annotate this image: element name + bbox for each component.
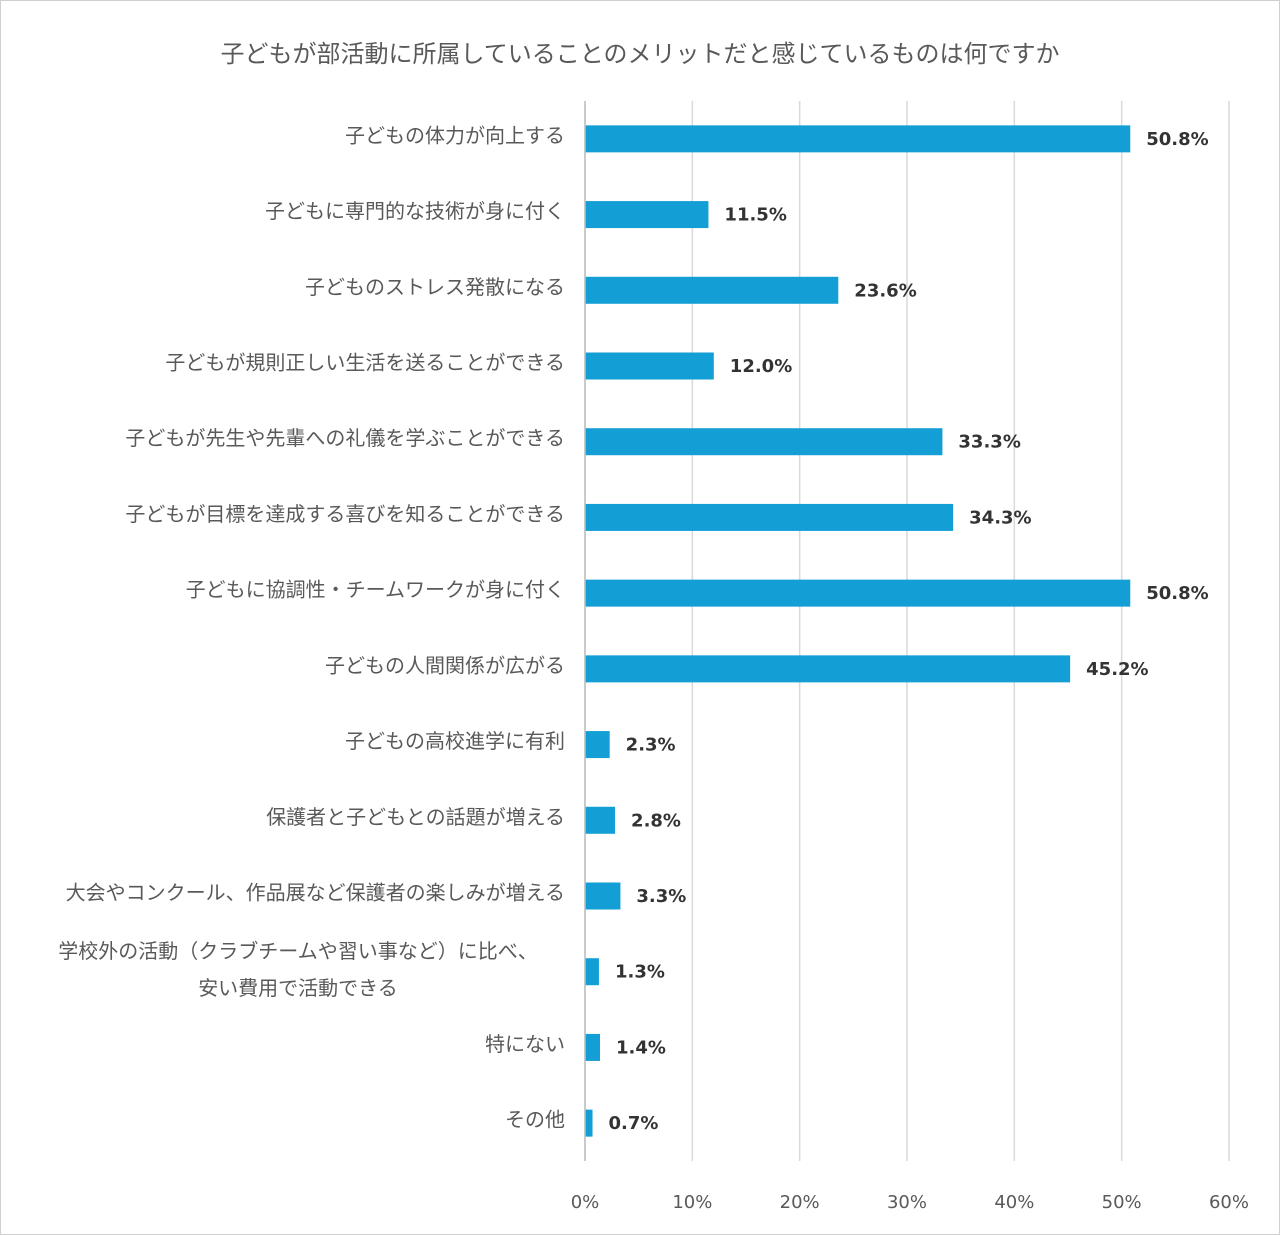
- value-label: 45.2%: [1086, 659, 1148, 680]
- value-label: 12.0%: [730, 356, 792, 377]
- y-tick-label: 子どもの高校進学に有利: [345, 729, 565, 753]
- x-tick-label: 0%: [571, 1192, 600, 1213]
- value-label: 33.3%: [958, 432, 1020, 453]
- x-tick-label: 60%: [1209, 1192, 1249, 1213]
- value-label: 50.8%: [1146, 583, 1208, 604]
- value-label: 50.8%: [1146, 129, 1208, 150]
- bar: [585, 352, 714, 380]
- x-tick-label: 20%: [780, 1192, 820, 1213]
- bar: [585, 806, 616, 834]
- bar: [585, 882, 621, 910]
- y-tick-label: 特にない: [485, 1032, 565, 1056]
- bar: [585, 1109, 593, 1137]
- bar: [585, 655, 1071, 683]
- y-tick-label: 子どもに専門的な技術が身に付く: [265, 199, 565, 223]
- y-tick-label: 子どもの体力が向上する: [345, 123, 565, 147]
- y-tick-label: その他: [505, 1108, 565, 1132]
- value-label: 11.5%: [724, 205, 786, 226]
- y-tick-label: 子どもの人間関係が広がる: [325, 653, 565, 677]
- bar: [585, 201, 709, 229]
- y-tick-label: 安い費用で活動できる: [198, 976, 398, 1000]
- bar: [585, 958, 599, 986]
- y-tick-label: 子どものストレス発散になる: [305, 275, 565, 299]
- y-tick-label: 子どもが目標を達成する喜びを知ることができる: [125, 502, 565, 526]
- x-tick-label: 10%: [672, 1192, 712, 1213]
- bar: [585, 125, 1131, 153]
- bar: [585, 428, 943, 456]
- value-label: 1.3%: [615, 962, 665, 983]
- bar: [585, 503, 954, 531]
- y-tick-label: 保護者と子どもとの話題が増える: [266, 805, 565, 829]
- y-tick-label: 子どもが先生や先輩への礼儀を学ぶことができる: [125, 426, 565, 450]
- value-label: 23.6%: [854, 280, 916, 301]
- y-tick-label: 大会やコンクール、作品展など保護者の楽しみが増える: [66, 881, 565, 905]
- bar: [585, 276, 839, 304]
- x-tick-label: 40%: [994, 1192, 1034, 1213]
- x-tick-label: 50%: [1102, 1192, 1142, 1213]
- bar: [585, 579, 1131, 607]
- x-tick-label: 30%: [887, 1192, 927, 1213]
- value-label: 0.7%: [609, 1113, 659, 1134]
- value-label: 34.3%: [969, 507, 1031, 528]
- chart-title: 子どもが部活動に所属していることのメリットだと感じているものは何ですか: [220, 40, 1059, 68]
- bar: [585, 1033, 601, 1061]
- y-tick-label: 子どもが規則正しい生活を送ることができる: [165, 351, 565, 375]
- value-label: 2.3%: [626, 735, 676, 756]
- y-tick-label: 子どもに協調性・チームワークが身に付く: [186, 578, 565, 602]
- bar: [585, 731, 610, 759]
- value-label: 3.3%: [636, 886, 686, 907]
- value-label: 1.4%: [616, 1037, 666, 1058]
- value-label: 2.8%: [631, 810, 681, 831]
- y-tick-label: 学校外の活動（クラブチームや習い事など）に比べ、: [58, 939, 537, 963]
